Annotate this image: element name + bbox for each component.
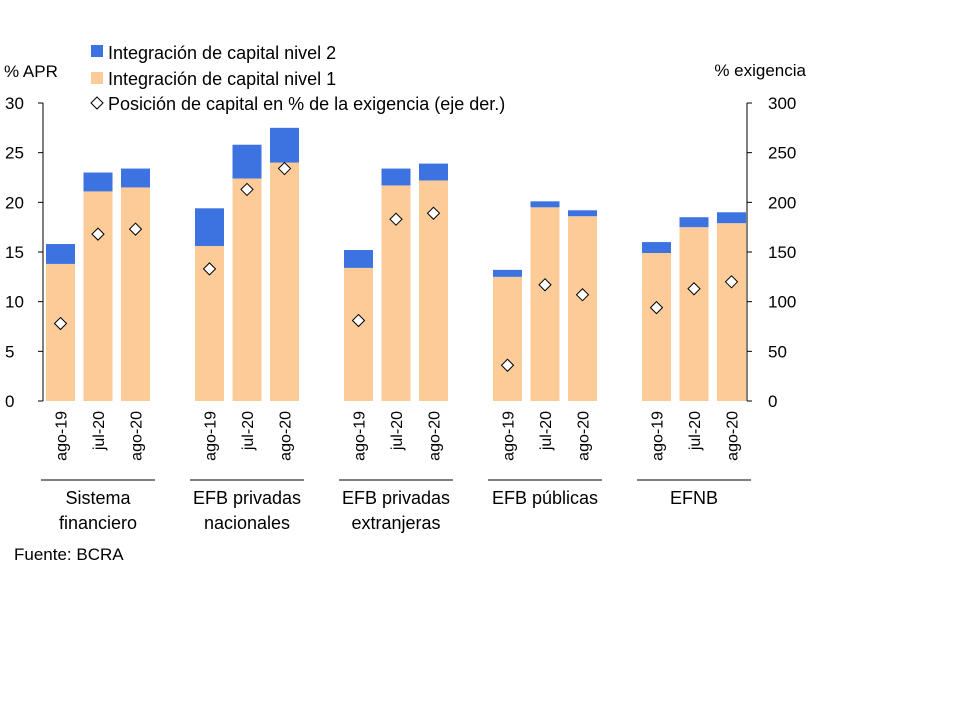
right-tick-label: 100 [768,293,796,312]
group-label: EFB privadas [193,488,301,508]
posicion-marker [389,212,403,226]
legend-label-nivel2: Integración de capital nivel 2 [108,43,336,63]
bar-nivel2 [232,144,262,179]
category-label: ago-20 [278,411,295,461]
posicion-marker [538,278,552,292]
group-label: EFB públicas [492,488,598,508]
left-tick-label: 25 [5,144,24,163]
bar-nivel1 [83,191,113,401]
category-label: ago-20 [129,411,146,461]
left-tick-label: 15 [5,243,24,262]
posicion-marker [687,282,701,296]
bar-nivel1 [568,216,597,401]
right-tick-label: 0 [768,392,777,411]
bar-nivel2 [493,269,522,277]
bar-nivel1 [530,207,560,401]
posicion-marker [202,262,217,276]
posicion-marker [724,275,739,289]
bars [46,127,746,401]
category-label: jul-20 [389,411,406,451]
group-label: EFB privadas [342,488,450,508]
bar-nivel2 [568,210,597,217]
bar-nivel1 [493,276,522,401]
bar-nivel1 [46,263,75,401]
bar-nivel2 [83,172,113,192]
posicion-marker [649,300,664,315]
category-label: jul-20 [91,411,108,451]
bar-nivel1 [121,187,150,401]
group-label: nacionales [204,513,290,533]
left-tick-label: 10 [5,293,24,312]
left-tick-label: 0 [5,392,14,411]
right-axis-unit: % exigencia [714,61,806,80]
category-label: ago-19 [54,411,71,461]
posicion-marker [91,227,105,241]
category-label: ago-19 [501,411,518,461]
legend: Integración de capital nivel 2 Integraci… [90,43,505,114]
category-label: ago-20 [427,411,444,461]
bar-nivel1 [717,223,746,401]
category-label: jul-20 [687,411,704,451]
labels: ago-19 jul-20 ago-20 Sistema financiero ago-1… [41,411,751,533]
left-tick-label: 20 [5,193,24,212]
category-label: ago-19 [650,411,667,461]
right-tick-label: 250 [768,144,796,163]
posicion-marker [575,288,590,302]
legend-label-posicion: Posición de capital en % de la exigencia… [108,94,505,114]
category-label: ago-19 [352,411,369,461]
category-label: jul-20 [240,411,257,451]
category-label: ago-20 [576,411,593,461]
legend-diamond-icon [90,96,104,110]
bar-nivel2 [381,168,411,186]
bar-nivel1 [232,178,262,401]
bar-nivel1 [344,267,373,401]
left-axis-unit: % APR [4,62,58,81]
bar-nivel1 [679,227,709,401]
bar-nivel2 [717,212,746,224]
right-tick-label: 200 [768,193,796,212]
group-label: EFNB [670,488,718,508]
bar-nivel2 [530,201,560,208]
group-label: financiero [59,513,137,533]
bar-nivel2 [419,163,448,181]
bar-nivel2 [270,127,299,163]
posicion-marker [500,358,515,372]
right-tick-label: 150 [768,243,796,262]
posicion-marker [128,222,143,236]
legend-swatch-nivel2 [91,45,103,57]
posicion-marker [240,182,254,197]
legend-label-nivel1: Integración de capital nivel 1 [108,69,336,89]
left-tick-label: 30 [5,94,24,113]
group-label: extranjeras [351,513,440,533]
posicion-marker [351,313,366,328]
bar-nivel2 [195,208,224,247]
category-label: jul-20 [538,411,555,451]
axes: % APR % exigencia 0510152025300501001502… [4,61,807,411]
source-note: Fuente: BCRA [14,545,124,564]
left-tick-label: 5 [5,342,14,361]
markers [53,161,739,372]
bar-nivel2 [642,242,671,253]
bar-nivel2 [121,168,150,188]
bar-nivel2 [344,250,373,268]
right-tick-label: 300 [768,94,796,113]
posicion-marker [426,206,441,220]
category-label: ago-19 [203,411,220,461]
posicion-marker [53,316,68,331]
category-label: ago-20 [725,411,742,461]
bar-nivel2 [679,217,709,228]
right-tick-label: 50 [768,342,787,361]
bar-nivel1 [270,162,299,401]
bar-nivel1 [642,252,671,401]
posicion-marker [277,161,292,176]
bar-nivel2 [46,244,75,264]
legend-swatch-nivel1 [91,72,103,84]
group-label: Sistema [65,488,131,508]
